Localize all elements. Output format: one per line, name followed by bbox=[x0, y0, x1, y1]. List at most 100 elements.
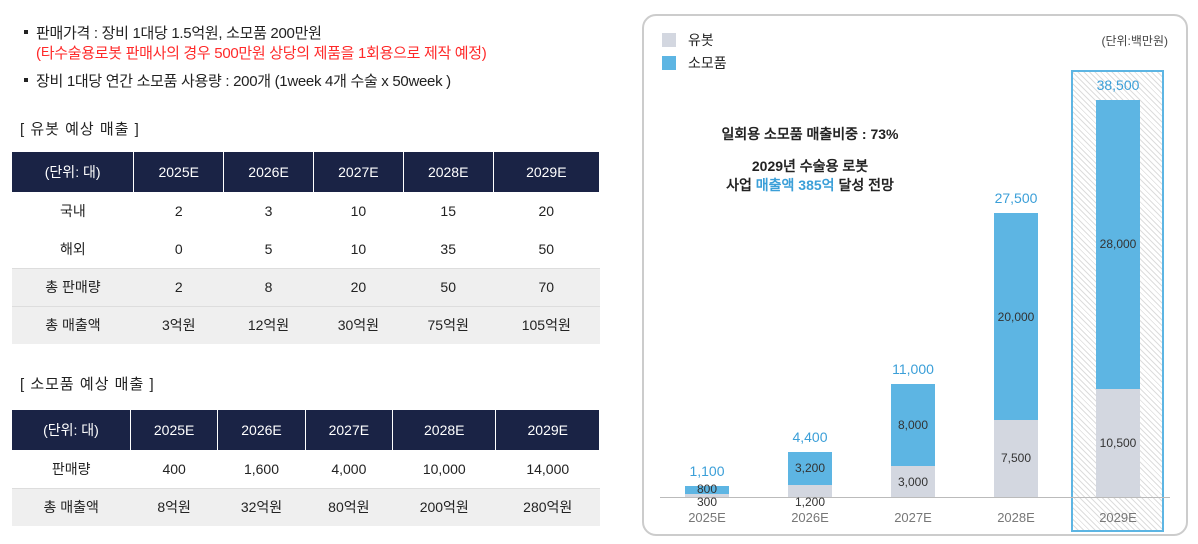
header-cell: 2027E bbox=[313, 152, 404, 192]
table-cell: 2 bbox=[174, 203, 183, 219]
header-cell: 2029E bbox=[493, 152, 601, 192]
annotation-2029: 2029년 수술용 로봇 bbox=[751, 158, 869, 174]
value-label: 3,200 bbox=[794, 461, 826, 476]
value-label: 10,500 bbox=[1099, 435, 1137, 450]
unit-label: (단위:백만원) bbox=[1101, 34, 1168, 48]
table-cell: 70 bbox=[493, 267, 600, 306]
table-cell: 14,000 bbox=[526, 460, 570, 477]
legend-robot: 유봇 bbox=[688, 32, 714, 48]
table-row: 국내 2 3 10 15 20 bbox=[12, 192, 600, 230]
table-cell: 400 bbox=[162, 460, 186, 477]
header-cell: 2028E bbox=[403, 152, 494, 192]
header-cell: 2026E bbox=[217, 410, 306, 450]
total-label: 1,100 bbox=[689, 462, 725, 479]
table-cell: 30억원 bbox=[313, 305, 404, 344]
header-cell: 2029E bbox=[495, 410, 600, 450]
value-label: 20,000 bbox=[997, 309, 1035, 324]
legend-consumable: 소모품 bbox=[688, 55, 727, 71]
consumable-sales-table: (단위: 대) 2025E 2026E 2027E 2028E 2029E 판매량 400 1,… bbox=[12, 410, 600, 526]
value-label: 800 bbox=[696, 481, 718, 496]
header-cell: 2025E bbox=[130, 410, 219, 450]
table-cell: 10 bbox=[350, 203, 367, 219]
annotation-revenue: 사업 매출액 385억 달성 전망 bbox=[726, 177, 894, 193]
table-row: 총 매출액 8억원 32억원 80억원 200억원 280억원 bbox=[12, 487, 600, 526]
bar-robot-2025E bbox=[685, 493, 729, 497]
table-cell: 총 판매량 bbox=[12, 267, 134, 306]
bar-consumable-2025E bbox=[685, 485, 729, 494]
total-label: 11,000 bbox=[892, 360, 934, 377]
x-tick-label: 2029E bbox=[1099, 510, 1137, 525]
value-label: 3,000 bbox=[897, 474, 929, 489]
x-tick-label: 2026E bbox=[791, 510, 829, 525]
table-cell: 국내 bbox=[60, 203, 86, 219]
table-cell: 280억원 bbox=[495, 487, 600, 526]
price-subnote: (타수술용로봇 판매사의 경우 500만원 상당의 제품을 1회용으로 제작 예… bbox=[36, 45, 487, 62]
table2-title: [ 소모품 예상 매출 ] bbox=[20, 376, 155, 393]
table-cell: 판매량 bbox=[51, 460, 91, 477]
robot-sales-table: (단위: 대) 2025E 2026E 2027E 2028E 2029E 국내 2 3 10 15… bbox=[12, 152, 601, 344]
header-cell: 2028E bbox=[392, 410, 497, 450]
value-label: 28,000 bbox=[1099, 237, 1137, 252]
table-row: 총 매출액 3억원 12억원 30억원 75억원 105억원 bbox=[12, 305, 600, 344]
bar-consumable-2027E bbox=[891, 383, 935, 467]
bar-consumable-2028E bbox=[994, 213, 1038, 420]
table-cell: 8 bbox=[223, 267, 314, 306]
legend-swatch-consumable bbox=[662, 56, 676, 70]
table-cell: 1,600 bbox=[243, 460, 280, 477]
usage-note: 장비 1대당 연간 소모품 사용량 : 200개 (1week 4개 수술 x … bbox=[24, 70, 451, 91]
table-cell: 총 매출액 bbox=[12, 487, 131, 526]
header-row: (단위: 대) 2025E 2026E 2027E 2028E 2029E bbox=[12, 410, 600, 450]
bar-robot-2029E bbox=[1096, 388, 1140, 497]
header-row: (단위: 대) 2025E 2026E 2027E 2028E 2029E bbox=[12, 152, 601, 192]
header-cell: (단위: 대) bbox=[12, 410, 131, 450]
bar-robot-2027E bbox=[891, 466, 935, 497]
table-cell: 2 bbox=[133, 267, 224, 306]
total-label: 27,500 bbox=[994, 190, 1038, 207]
table-cell: 75억원 bbox=[403, 305, 494, 344]
table-cell: 10,000 bbox=[422, 460, 466, 477]
table-cell: 50 bbox=[403, 267, 494, 306]
table-cell: 0 bbox=[174, 240, 183, 257]
table-row: 총 판매량 2 8 20 50 70 bbox=[12, 267, 600, 306]
header-cell: 2025E bbox=[133, 152, 225, 192]
table-cell: 12억원 bbox=[223, 305, 314, 344]
table-cell: 3억원 bbox=[133, 305, 224, 344]
table-cell: 해외 bbox=[60, 240, 86, 257]
value-label: 8,000 bbox=[897, 417, 929, 432]
table-cell: 총 매출액 bbox=[12, 305, 134, 344]
table-row: 해외 0 5 10 35 50 bbox=[12, 230, 600, 268]
price-note: 판매가격 : 장비 1대당 1.5억원, 소모품 200만원 bbox=[24, 22, 322, 43]
annotation-ratio: 일회용 소모품 매출비중 : 73% bbox=[721, 126, 899, 142]
table-cell: 10 bbox=[350, 240, 367, 257]
table-cell: 200억원 bbox=[392, 487, 496, 526]
header-cell: 2026E bbox=[223, 152, 314, 192]
chart-panel bbox=[642, 14, 1188, 536]
table1-title: [ 유봇 예상 매출 ] bbox=[20, 121, 140, 138]
table-cell: 50 bbox=[538, 240, 555, 257]
table-cell: 35 bbox=[440, 240, 456, 257]
value-label: 1,200 bbox=[794, 495, 826, 509]
baseline bbox=[660, 497, 1170, 498]
table-cell: 80억원 bbox=[305, 487, 393, 526]
table-cell: 20 bbox=[313, 267, 404, 306]
bar-robot-2028E bbox=[994, 419, 1038, 497]
table-cell: 15 bbox=[440, 203, 456, 219]
table-cell: 5 bbox=[264, 240, 273, 257]
x-tick-label: 2027E bbox=[894, 510, 932, 525]
table-cell: 8억원 bbox=[130, 487, 218, 526]
table-row: 판매량 400 1,600 4,000 10,000 14,000 bbox=[12, 450, 600, 488]
header-cell: 2027E bbox=[305, 410, 394, 450]
total-label: 4,400 bbox=[792, 428, 828, 445]
x-tick-label: 2028E bbox=[997, 510, 1035, 525]
total-label: 38,500 bbox=[1096, 77, 1140, 93]
table-cell: 105억원 bbox=[493, 305, 600, 344]
header-cell: (단위: 대) bbox=[12, 152, 135, 192]
bar-consumable-2029E bbox=[1096, 100, 1140, 389]
table-cell: 32억원 bbox=[217, 487, 306, 526]
table-cell: 20 bbox=[538, 203, 555, 219]
table-cell: 4,000 bbox=[331, 460, 367, 477]
bar-consumable-2026E bbox=[788, 451, 832, 485]
value-label: 7,500 bbox=[1000, 451, 1032, 466]
legend-swatch-robot bbox=[662, 33, 676, 47]
bar-robot-2026E bbox=[788, 484, 832, 497]
